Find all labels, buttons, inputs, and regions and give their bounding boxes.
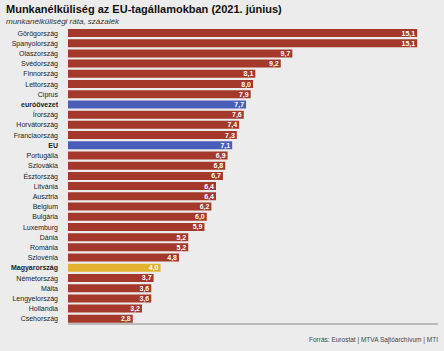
svg-text:Finnország: Finnország: [23, 70, 58, 78]
svg-text:euróövezet: euróövezet: [21, 101, 59, 108]
svg-text:7,3: 7,3: [225, 132, 235, 140]
svg-text:7,6: 7,6: [232, 111, 242, 119]
svg-text:Szlovénia: Szlovénia: [28, 254, 58, 261]
svg-text:7,4: 7,4: [227, 121, 237, 129]
svg-text:15,1: 15,1: [402, 30, 416, 38]
svg-text:Franciaország: Franciaország: [14, 132, 58, 140]
svg-text:Írország: Írország: [33, 110, 58, 119]
svg-text:3,6: 3,6: [140, 285, 150, 293]
svg-text:Magyarország: Magyarország: [11, 264, 58, 272]
svg-text:7,7: 7,7: [234, 101, 244, 109]
svg-text:Svédország: Svédország: [21, 60, 58, 68]
svg-text:Románia: Románia: [30, 244, 58, 251]
svg-text:Szlovákia: Szlovákia: [28, 162, 58, 169]
svg-text:Portugália: Portugália: [26, 152, 58, 160]
svg-text:Németország: Németország: [16, 275, 58, 283]
svg-text:8,1: 8,1: [244, 70, 254, 78]
svg-text:Málta: Málta: [41, 285, 58, 292]
svg-text:Észtország: Észtország: [23, 172, 58, 181]
svg-text:3,2: 3,2: [130, 305, 140, 313]
svg-text:EU: EU: [48, 142, 58, 149]
svg-text:7,9: 7,9: [239, 91, 249, 99]
svg-text:6,4: 6,4: [204, 183, 214, 191]
svg-text:5,2: 5,2: [177, 244, 187, 252]
svg-text:Spanyolország: Spanyolország: [12, 40, 58, 48]
svg-text:3,7: 3,7: [142, 274, 152, 282]
svg-text:6,0: 6,0: [195, 213, 205, 221]
svg-text:Hollandia: Hollandia: [29, 305, 58, 312]
svg-text:2,8: 2,8: [121, 315, 131, 323]
svg-text:6,8: 6,8: [214, 162, 224, 170]
svg-text:6,2: 6,2: [200, 203, 210, 211]
svg-text:Litvánia: Litvánia: [34, 183, 58, 190]
svg-text:Lettország: Lettország: [25, 81, 58, 89]
html-text:munkanélküliségi ráta, százalé: munkanélküliségi ráta, százalék: [6, 17, 119, 26]
svg-text:5,2: 5,2: [177, 234, 187, 242]
svg-text:15,1: 15,1: [402, 40, 416, 48]
svg-text:Görögország: Görögország: [18, 30, 59, 38]
svg-text:7,1: 7,1: [220, 142, 230, 150]
svg-text:5,9: 5,9: [193, 223, 203, 231]
svg-text:9,2: 9,2: [269, 60, 279, 68]
svg-text:3,6: 3,6: [140, 295, 150, 303]
svg-text:Olaszország: Olaszország: [19, 50, 58, 58]
svg-text:4,0: 4,0: [149, 264, 159, 272]
svg-text:Csehország: Csehország: [21, 315, 58, 323]
svg-text:Bulgária: Bulgária: [32, 213, 58, 221]
svg-text:Luxemburg: Luxemburg: [23, 224, 58, 232]
html-text:Munkanélküliség az EU-tagállam: Munkanélküliség az EU-tagállamokban (202…: [6, 3, 282, 15]
svg-text:Belgium: Belgium: [33, 203, 58, 211]
svg-text:Horvátország: Horvátország: [16, 121, 58, 129]
svg-text:8,0: 8,0: [241, 81, 251, 89]
svg-text:6,4: 6,4: [204, 193, 214, 201]
svg-text:Ausztria: Ausztria: [33, 193, 58, 200]
svg-text:Ciprus: Ciprus: [38, 91, 59, 99]
svg-text:Lengyelország: Lengyelország: [12, 295, 58, 303]
html-text:Forrás: Eurostat | MTVA Sajtóa: Forrás: Eurostat | MTVA Sajtóarchívum | …: [309, 336, 438, 343]
svg-text:9,7: 9,7: [281, 50, 291, 58]
svg-text:Dánia: Dánia: [40, 234, 58, 241]
svg-text:6,9: 6,9: [216, 152, 226, 160]
svg-text:6,7: 6,7: [211, 172, 221, 180]
svg-text:4,8: 4,8: [167, 254, 177, 262]
